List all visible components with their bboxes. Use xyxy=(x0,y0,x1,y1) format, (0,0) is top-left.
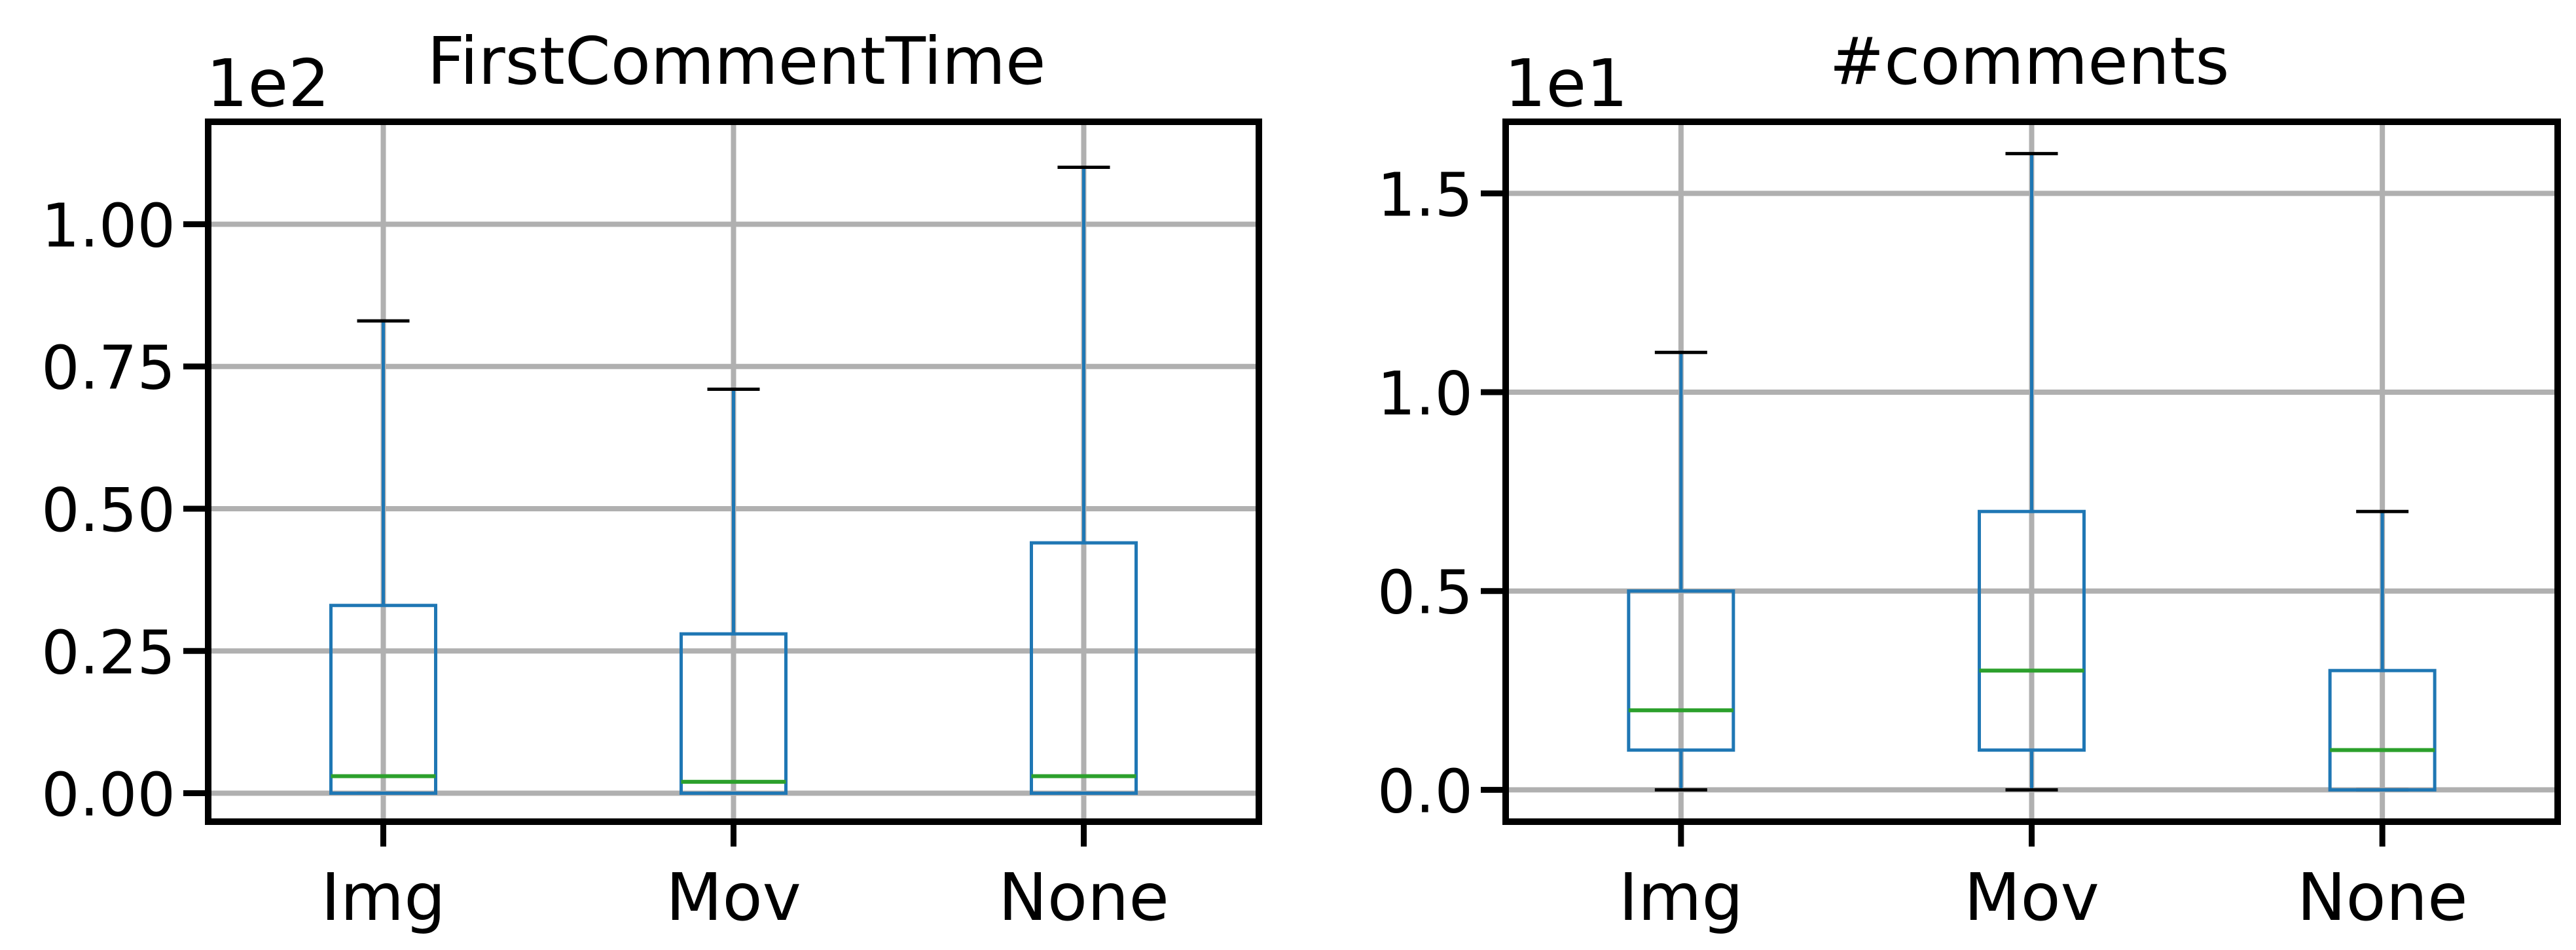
box-none xyxy=(2328,668,2437,792)
box-none xyxy=(1030,541,1138,795)
y-offset-label: 1e1 xyxy=(1504,45,1628,122)
x-tick-label: Img xyxy=(1619,859,1743,936)
chart-title: #comments xyxy=(1830,23,2230,100)
panel-first-comment-time: FirstCommentTime 1e2 0.00 0.25 0.50 0.75 1.0… xyxy=(41,23,1262,936)
y-tick-label: 0.5 xyxy=(1377,558,1473,628)
y-tick-label: 0.25 xyxy=(41,617,175,687)
y-tick-label: 0.00 xyxy=(41,760,175,830)
x-tick-label: Img xyxy=(321,859,445,936)
x-tick-label: None xyxy=(998,859,1169,936)
y-offset-label: 1e2 xyxy=(206,45,330,122)
x-tick-label: None xyxy=(2297,859,2468,936)
y-tick-label: 0.50 xyxy=(41,475,175,545)
box-img xyxy=(1627,589,1735,752)
y-tick-label: 1.00 xyxy=(41,191,175,261)
y-tick-label: 1.0 xyxy=(1377,359,1473,429)
y-tick-label: 0.75 xyxy=(41,333,175,403)
y-tick-label: 0.0 xyxy=(1377,756,1473,826)
x-tick-label: Mov xyxy=(1964,859,2099,936)
chart-title: FirstCommentTime xyxy=(427,23,1045,100)
box-mov xyxy=(1978,509,2086,752)
panel-comments: #comments 1e1 0.0 0.5 1.0 1.5 Img Mov None xyxy=(1377,23,2561,936)
box-mov xyxy=(680,632,788,795)
box-img xyxy=(329,604,437,795)
x-tick-label: Mov xyxy=(666,859,801,936)
y-tick-label: 1.5 xyxy=(1377,160,1473,230)
